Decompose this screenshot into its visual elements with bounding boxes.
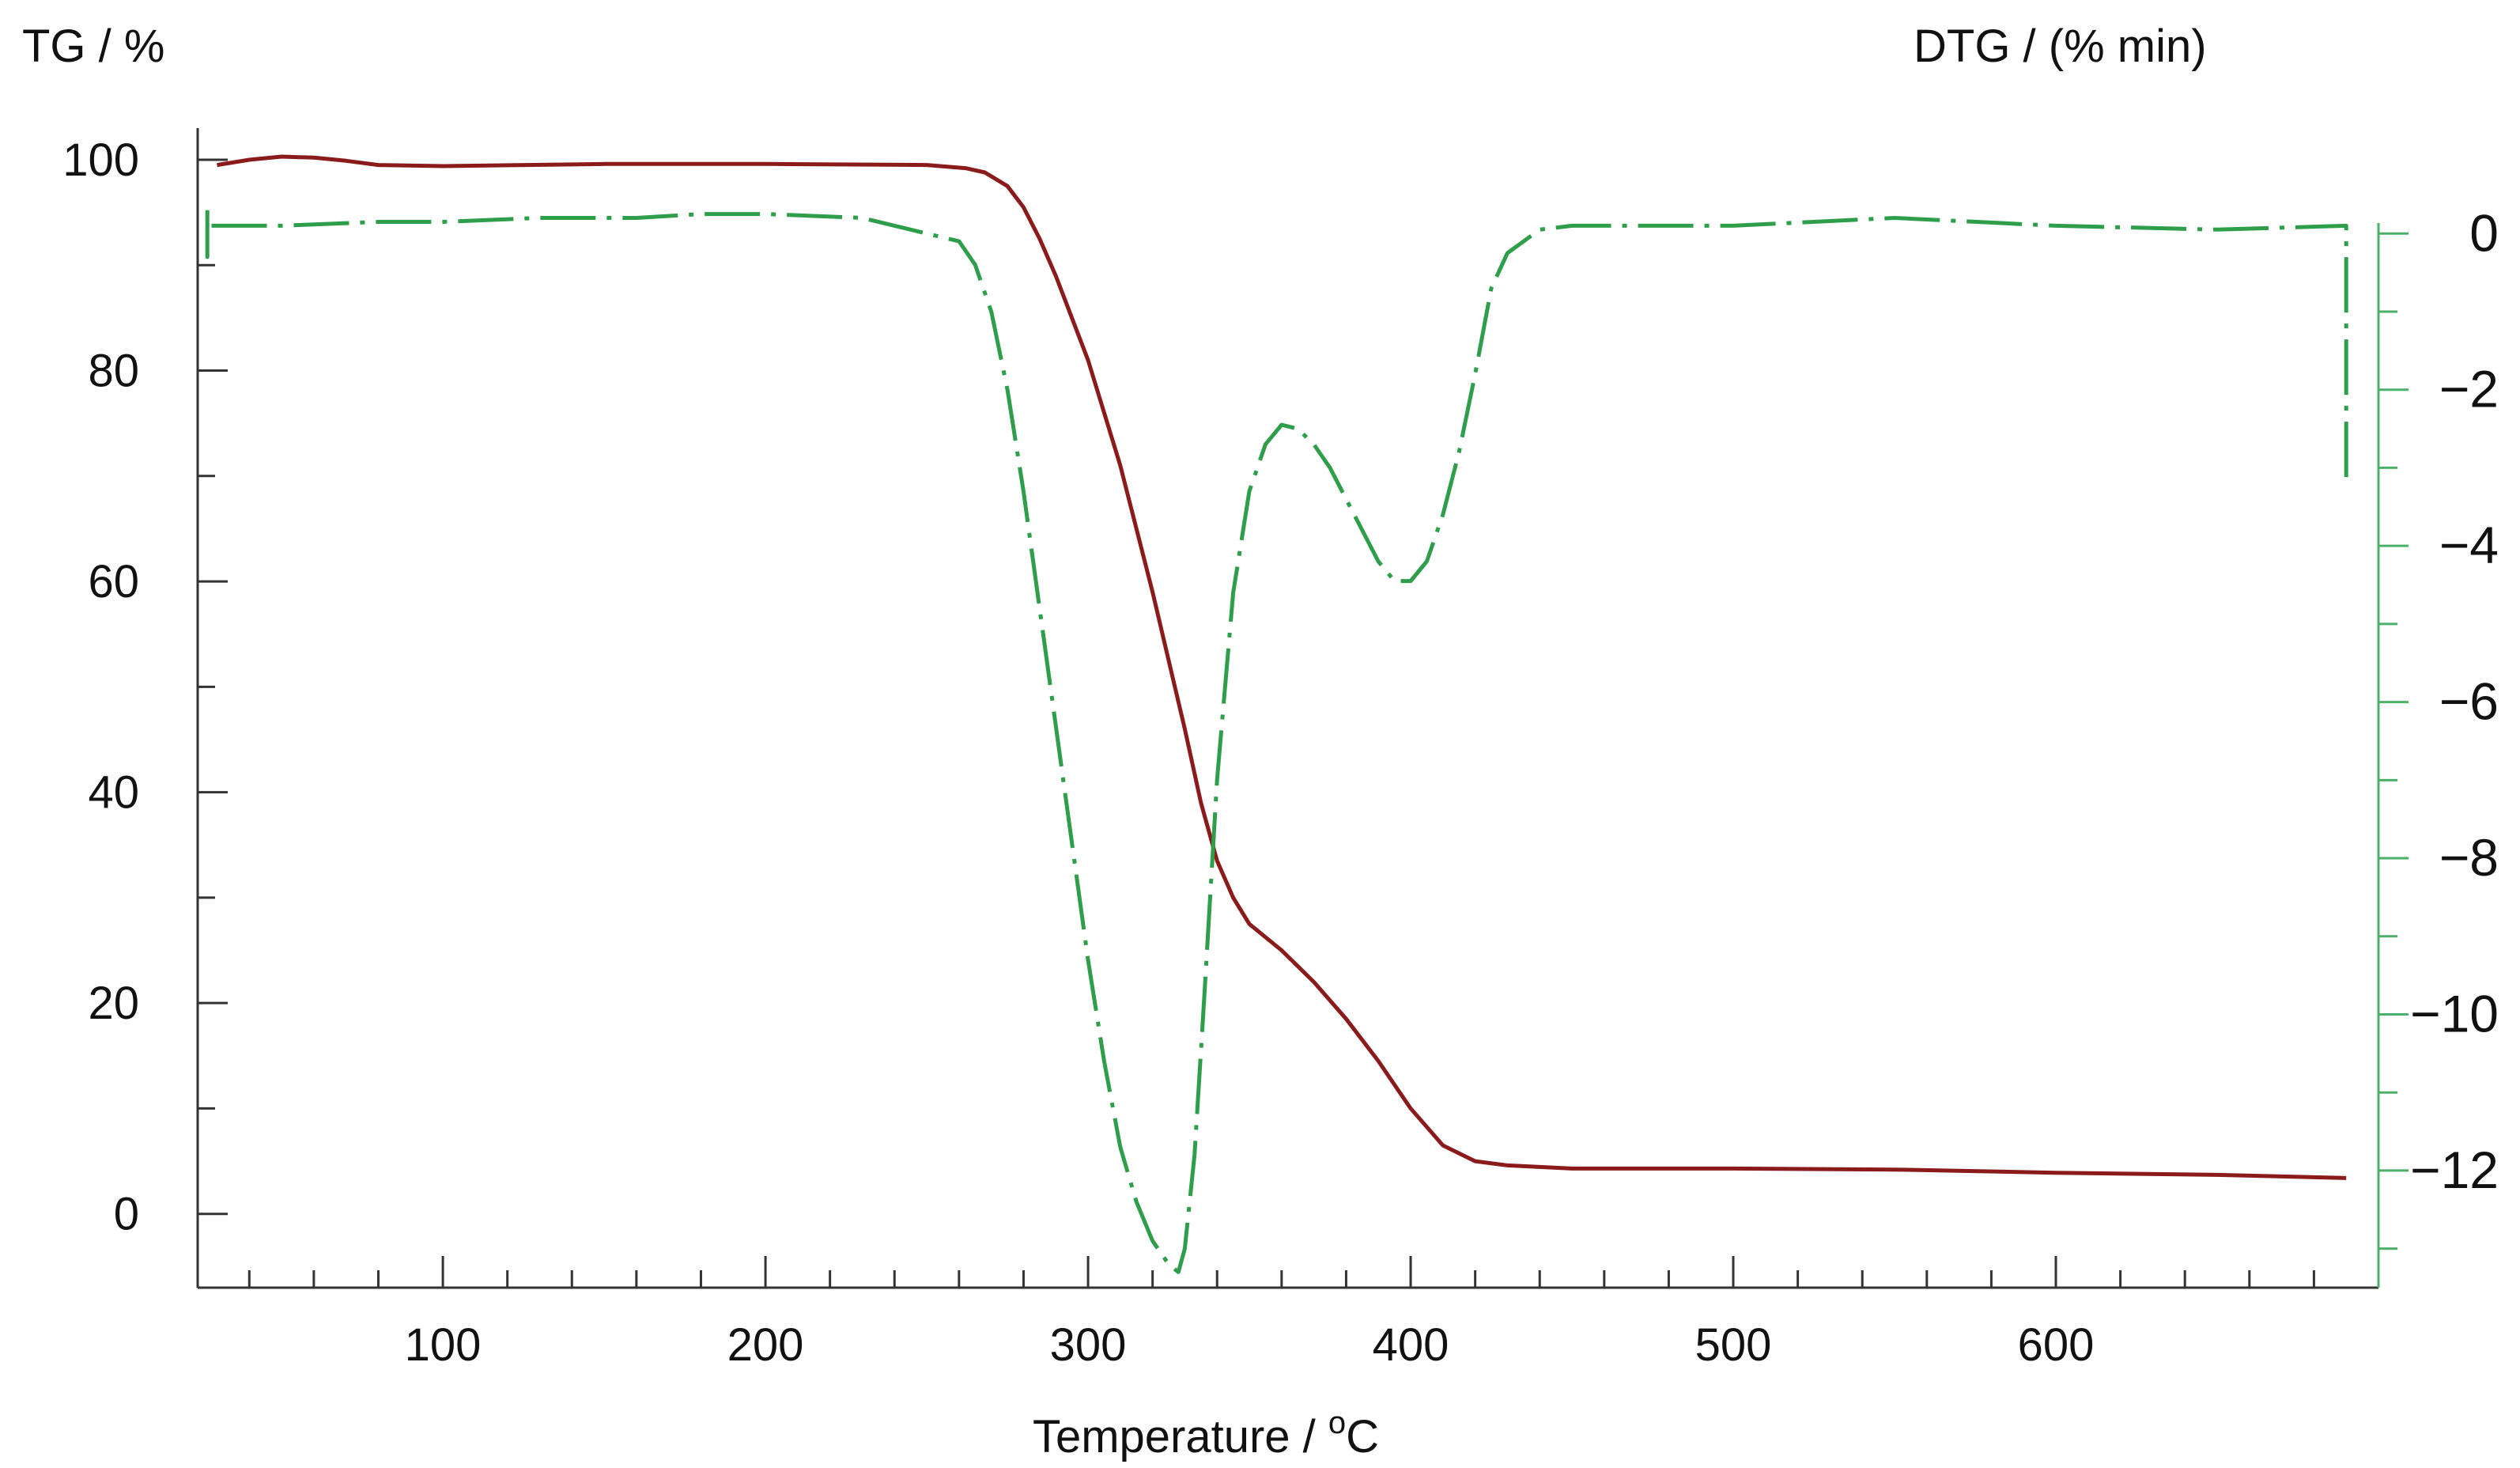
x-tick-label: 100 bbox=[405, 1319, 482, 1371]
right-tick-label: 0 bbox=[2469, 203, 2499, 262]
dtg-series-line bbox=[205, 210, 2348, 1274]
x-axis-title-unit: C bbox=[1346, 1411, 1379, 1462]
left-tick-label: 40 bbox=[88, 767, 139, 819]
axes bbox=[196, 128, 2409, 1289]
x-axis-title-main: Temperature / bbox=[1033, 1411, 1328, 1462]
x-tick-label: 600 bbox=[2018, 1319, 2095, 1371]
x-tick-label: 500 bbox=[1695, 1319, 1772, 1371]
left-tick-label: 20 bbox=[88, 978, 139, 1029]
left-tick-label: 60 bbox=[88, 556, 139, 607]
left-tick-label: 0 bbox=[114, 1189, 139, 1240]
right-tick-labels: 0 −2 −4 −6 −8 −10 −12 bbox=[2410, 203, 2499, 1199]
right-axis-title: DTG / (% min) bbox=[1914, 21, 2207, 72]
series-layer bbox=[205, 154, 2348, 1274]
x-tick-labels: 100 200 300 400 500 600 bbox=[405, 1319, 2095, 1371]
left-tick-label: 100 bbox=[62, 134, 139, 186]
right-tick-label: −8 bbox=[2439, 828, 2499, 887]
right-tick-label: −2 bbox=[2439, 360, 2499, 418]
right-tick-label: −6 bbox=[2439, 672, 2499, 731]
right-tick-label: −12 bbox=[2410, 1141, 2499, 1199]
left-tick-label: 80 bbox=[88, 346, 139, 397]
right-tick-label: −10 bbox=[2410, 984, 2499, 1042]
left-axis-title: TG / % bbox=[22, 21, 164, 72]
x-axis-title-degree: o bbox=[1328, 1406, 1346, 1440]
left-tick-labels: 0 20 40 60 80 100 bbox=[62, 134, 139, 1240]
x-tick-label: 400 bbox=[1373, 1319, 1449, 1371]
right-tick-label: −4 bbox=[2439, 516, 2499, 574]
tg-series-line bbox=[217, 154, 2347, 1180]
x-tick-label: 300 bbox=[1050, 1319, 1127, 1371]
x-axis-title: Temperature / oC bbox=[1033, 1406, 1379, 1462]
x-tick-label: 200 bbox=[727, 1319, 804, 1371]
